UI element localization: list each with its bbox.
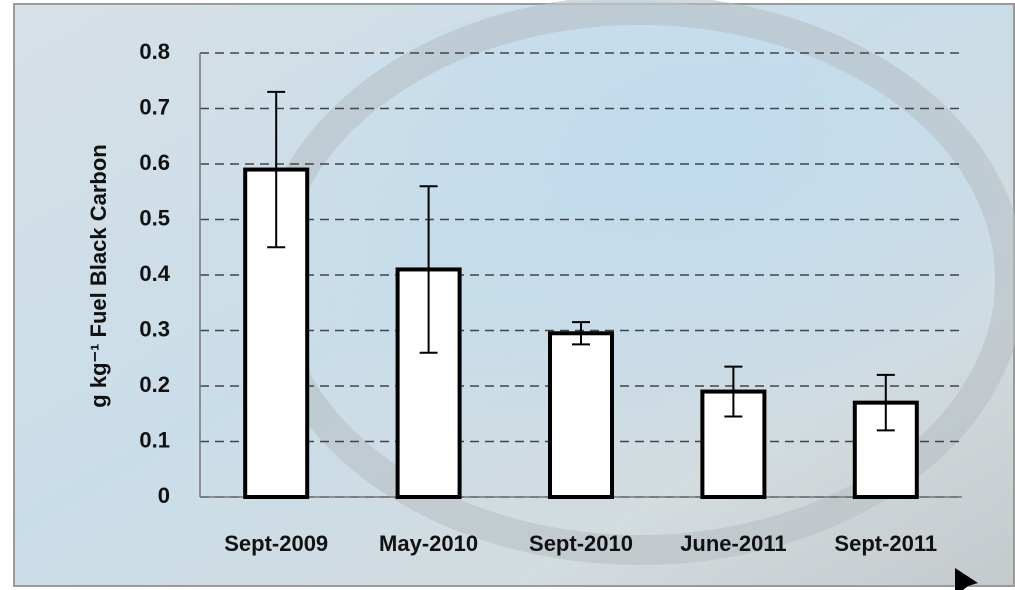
error-bar	[419, 185, 438, 354]
y-tick-label: 0.3	[139, 316, 170, 341]
x-tick-label: June-2011	[680, 531, 786, 556]
y-tick-label: 0.4	[139, 261, 170, 286]
mouse-cursor	[955, 568, 978, 590]
y-tick-label: 0	[158, 483, 170, 508]
y-tick-label: 0.2	[139, 372, 170, 397]
x-tick-label: Sept-2010	[529, 531, 633, 556]
bar	[548, 331, 614, 499]
error-bar	[572, 321, 590, 346]
error-bar	[724, 365, 743, 418]
y-tick-label: 0.7	[139, 94, 170, 119]
y-tick-label: 0.6	[139, 150, 170, 175]
y-tick-label: 0.5	[139, 205, 170, 230]
x-tick-label: Sept-2011	[834, 531, 937, 556]
error-bar	[876, 373, 895, 432]
bar	[700, 389, 767, 499]
y-tick-label: 0.8	[139, 39, 170, 64]
x-tick-label: Sept-2009	[224, 531, 328, 556]
x-tick-label: May-2010	[379, 531, 478, 556]
y-tick-label: 0.1	[139, 427, 170, 452]
y-axis-label: g kg⁻¹ Fuel Black Carbon	[86, 144, 111, 407]
error-bar	[267, 90, 286, 249]
